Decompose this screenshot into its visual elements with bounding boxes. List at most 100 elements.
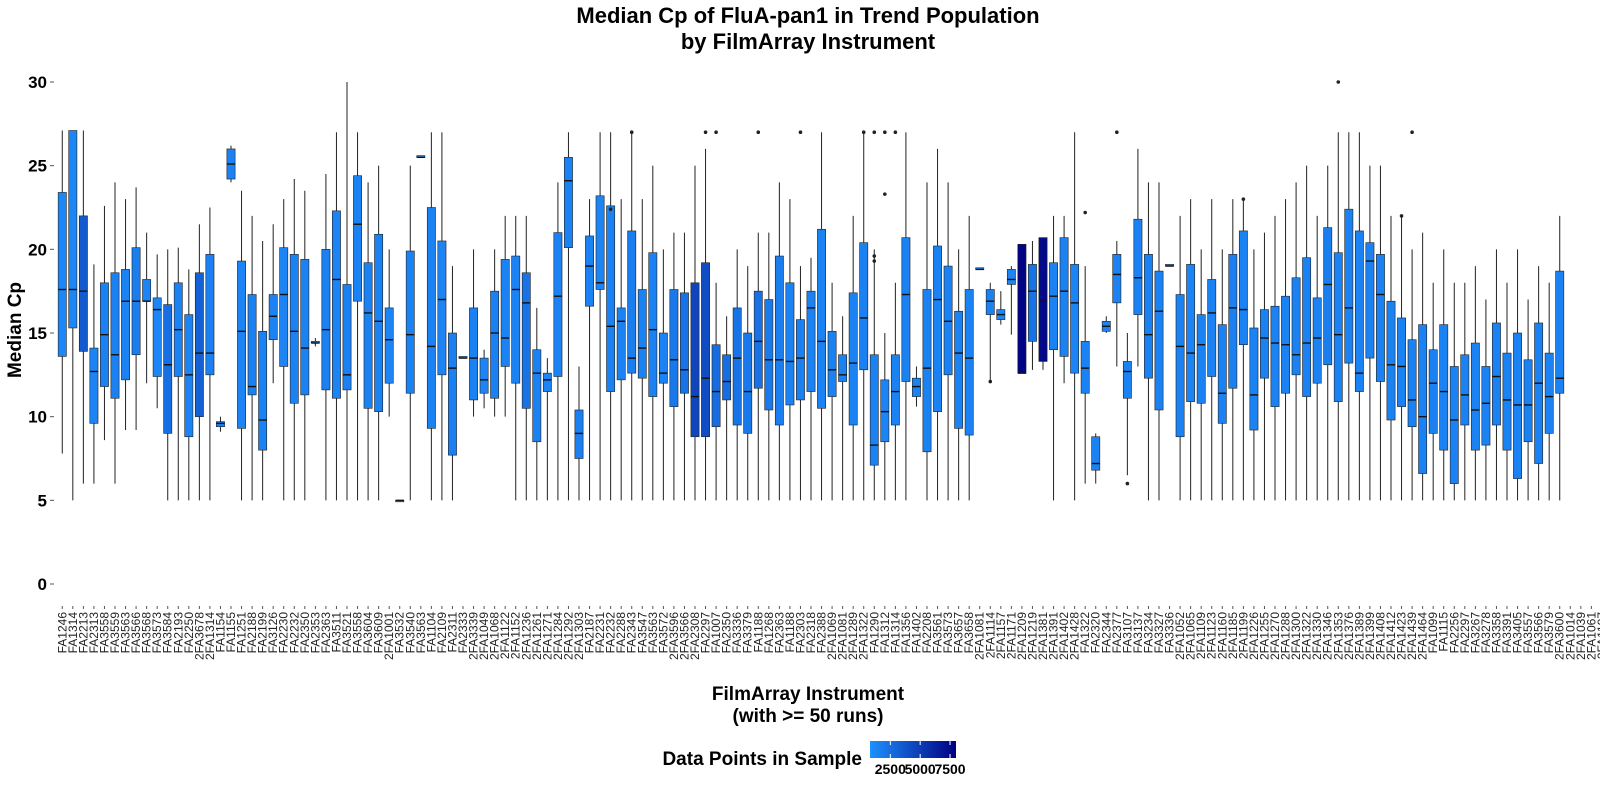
box-body <box>521 272 531 409</box>
x-tick-label: 2FA1284 <box>551 612 565 660</box>
box-body <box>1386 300 1396 421</box>
box-body <box>1091 436 1101 471</box>
box-124 <box>1354 132 1364 501</box>
box-1 <box>57 130 67 454</box>
box-137 <box>1492 249 1501 501</box>
box-119 <box>1302 165 1312 501</box>
x-tick-label: FA1115 <box>1437 612 1451 652</box>
box-body <box>1038 237 1048 362</box>
y-tick-label: 30 <box>28 73 47 92</box>
x-tick-label: 2FA3600 <box>1553 612 1567 660</box>
box-body <box>1175 294 1185 438</box>
box-89 <box>985 282 995 384</box>
box-95 <box>1049 215 1058 501</box>
box-44 <box>511 215 521 501</box>
chart-title-line2: by FilmArray Instrument <box>681 29 936 54</box>
x-tick-label: FA2297 <box>1458 612 1472 654</box>
box-body <box>384 307 394 384</box>
box-body <box>859 242 869 371</box>
x-tick-label: FA1251 <box>235 612 249 654</box>
box-37 <box>437 132 447 501</box>
box-outlier <box>872 254 877 258</box>
box-outlier <box>1410 130 1414 134</box>
box-body <box>1344 208 1354 364</box>
box-body <box>1449 366 1459 484</box>
box-40 <box>469 249 478 417</box>
box-body <box>1365 242 1375 359</box>
x-tick-label: 2FA1122 <box>498 612 512 659</box>
box-49 <box>564 132 573 501</box>
box-body <box>743 332 753 434</box>
box-body <box>553 232 563 377</box>
box-99 <box>1091 433 1101 484</box>
box-body <box>1523 359 1533 443</box>
box-body <box>152 297 162 377</box>
box-body <box>880 379 890 443</box>
x-tick-label: FA3540 <box>403 612 417 654</box>
x-tick-label: 2FA1114 <box>983 612 997 659</box>
box-76 <box>848 215 858 501</box>
x-tick-label: FA1290 <box>867 612 881 654</box>
box-13 <box>184 269 194 501</box>
box-25 <box>310 338 320 347</box>
box-body <box>1186 264 1196 402</box>
box-48 <box>553 182 563 501</box>
x-tick-label: FA3267 <box>1468 612 1482 654</box>
box-body <box>89 347 99 424</box>
legend-tick-label: 7500 <box>934 761 965 777</box>
box-outlier <box>756 130 761 134</box>
box-body <box>437 240 447 376</box>
x-tick-label: 2FA1209 <box>1015 612 1029 660</box>
box-body <box>342 284 352 391</box>
box-body <box>363 262 373 409</box>
box-body <box>1144 254 1153 379</box>
box-body <box>1017 244 1027 374</box>
box-body <box>1249 327 1259 431</box>
box-body <box>1228 254 1238 389</box>
x-tick-label: 2FA1255 <box>1257 612 1271 660</box>
x-tick-label: 2FA1185 <box>1226 612 1240 659</box>
box-133 <box>1449 282 1459 501</box>
box-35 <box>416 155 426 159</box>
box-body <box>680 292 689 394</box>
x-tick-label: FA2231 <box>593 612 607 654</box>
box-body <box>1492 322 1501 426</box>
box-body <box>532 349 542 443</box>
box-body <box>753 290 763 389</box>
box-body <box>1312 297 1322 384</box>
box-outlier <box>893 130 898 134</box>
x-tick-label: 2FA1081 <box>973 612 987 660</box>
x-tick-label: 2FA1001 <box>382 612 396 660</box>
x-tick-label: FA2188 <box>245 612 259 654</box>
box-outlier <box>608 207 613 211</box>
x-tick-label: FA1268 <box>762 612 776 654</box>
box-28 <box>342 82 352 501</box>
box-75 <box>838 316 848 501</box>
box-106 <box>1165 264 1174 267</box>
box-96 <box>1059 215 1069 384</box>
box-20 <box>258 240 268 501</box>
box-body <box>574 409 584 459</box>
box-51 <box>585 199 594 501</box>
x-tick-label: FA3566 <box>1532 612 1546 654</box>
box-139 <box>1513 249 1522 501</box>
box-52 <box>595 132 605 501</box>
box-body <box>1238 230 1248 346</box>
legend-colorbar <box>870 741 956 758</box>
box-11 <box>163 249 173 501</box>
box-18 <box>237 190 246 501</box>
x-tick-label: FA3657 <box>952 612 966 654</box>
box-body <box>237 260 246 429</box>
x-axis: FA1246FA1314FA2213FA2313FA3558FA3559FA35… <box>55 606 1600 660</box>
box-62 <box>701 130 710 501</box>
box-outlier <box>1083 210 1087 215</box>
x-tick-label: FA3566 <box>129 612 143 654</box>
box-22 <box>279 199 289 501</box>
box-body <box>933 245 942 412</box>
box-body <box>1122 361 1132 399</box>
box-body <box>78 215 88 352</box>
box-121 <box>1323 165 1333 501</box>
box-body <box>247 294 257 396</box>
box-body <box>1207 279 1217 377</box>
